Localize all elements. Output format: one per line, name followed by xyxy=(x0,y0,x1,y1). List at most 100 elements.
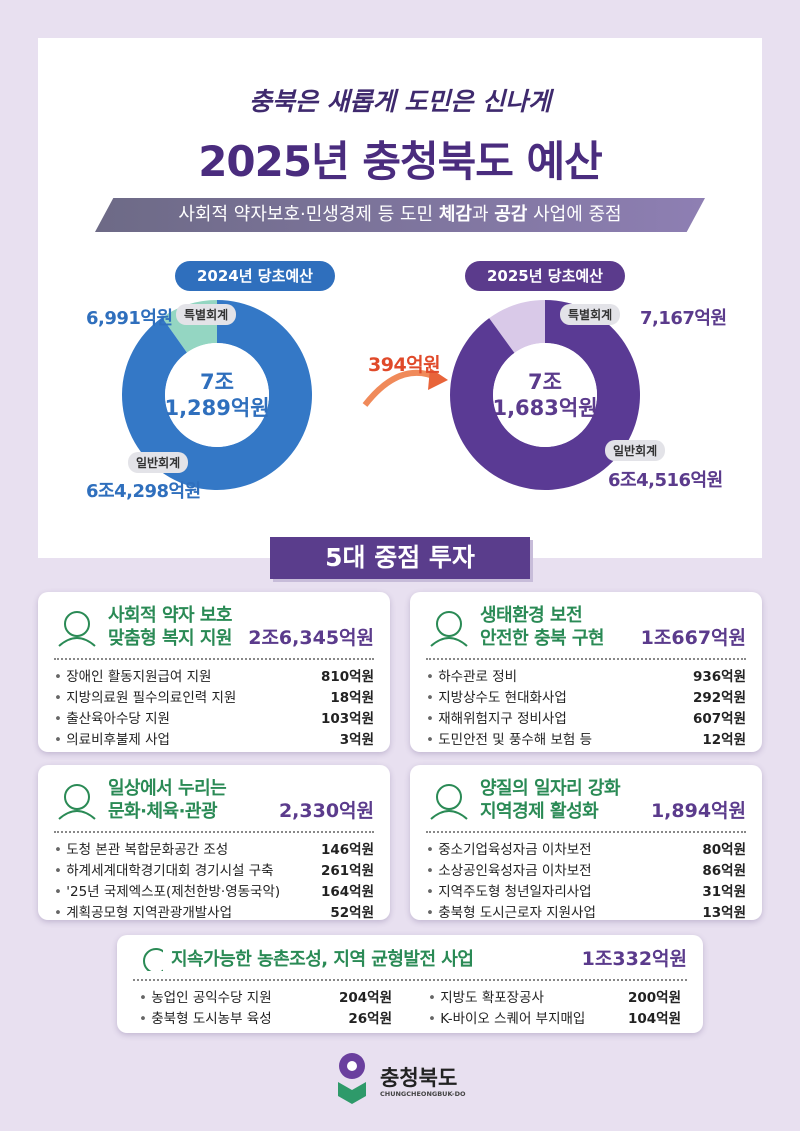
item-name: 지방도 확포장공사 xyxy=(428,989,544,1008)
item-name: 의료비후불제 사업 xyxy=(54,731,170,750)
card-item: 하수관로 정비 936억원 xyxy=(426,668,746,687)
section-title: 5대 중점 투자 xyxy=(270,537,530,579)
title: 2025년 충청북도 예산 xyxy=(198,137,603,186)
item-amount: 52억원 xyxy=(330,905,374,921)
donut-segment xyxy=(122,300,313,490)
card-icon xyxy=(430,784,468,820)
donut-total: 7조 xyxy=(528,370,562,394)
card-item: 농업인 공익수당 지원 204억원 xyxy=(139,989,392,1008)
item-name: 하계세계대학경기대회 경기시설 구축 xyxy=(54,862,273,881)
card-head: 생태환경 보전 안전한 충북 구현 1조667억원 xyxy=(426,604,746,660)
card-item: 충북형 도시근로자 지원사업 13억원 xyxy=(426,904,746,923)
item-name: 계획공모형 지역관광개발사업 xyxy=(54,904,232,923)
item-amount: 31억원 xyxy=(702,884,746,900)
item-amount: 810억원 xyxy=(320,669,374,685)
item-name: 지방상수도 현대화사업 xyxy=(426,689,567,708)
card-item: 지방상수도 현대화사업 292억원 xyxy=(426,689,746,708)
arrow-head xyxy=(428,368,448,390)
subtitle-part: 체감 xyxy=(438,204,472,225)
investment-card: 지속가능한 농촌조성, 지역 균형발전 사업 1조332억원농업인 공익수당 지원… xyxy=(117,935,703,1033)
arrow xyxy=(362,369,440,407)
card-item: 지역주도형 청년일자리사업 31억원 xyxy=(426,883,746,902)
card-item: 재해위험지구 정비사업 607억원 xyxy=(426,710,746,729)
card-head: 사회적 약자 보호 맞춤형 복지 지원 2조6,345억원 xyxy=(54,604,374,660)
item-amount: 164억원 xyxy=(320,884,374,900)
segment-value: 6조4,298억원 xyxy=(86,481,201,502)
item-amount: 103억원 xyxy=(320,711,374,727)
logo-text: 충청북도 xyxy=(380,1066,458,1090)
card-item: 의료비후불제 사업 3억원 xyxy=(54,731,374,750)
segment-name: 일반회계 xyxy=(605,440,666,461)
item-name: '25년 국제엑스포(제천한방·영동국악) xyxy=(54,883,280,902)
card-head: 양질의 일자리 강화 지역경제 활성화 1,894억원 xyxy=(426,777,746,833)
segment-value: 7,167억원 xyxy=(640,308,727,329)
item-amount: 80억원 xyxy=(702,842,746,858)
card-item: 소상공인육성자금 이차보전 86억원 xyxy=(426,862,746,881)
card-item: 출산육아수당 지원 103억원 xyxy=(54,710,374,729)
subtitle: 사회적 약자보호·민생경제 등 도민 체감과 공감 사업에 중점 xyxy=(95,198,705,232)
item-amount: 146억원 xyxy=(320,842,374,858)
card-title-line: 문화·체육·관광 xyxy=(108,801,218,822)
card-item: 하계세계대학경기대회 경기시설 구축 261억원 xyxy=(54,862,374,881)
item-name: 도민안전 및 풍수해 보험 등 xyxy=(426,731,592,750)
card-items: 중소기업육성자금 이차보전 80억원소상공인육성자금 이차보전 86억원지역주도형 … xyxy=(426,841,746,923)
card-title-line: 일상에서 누리는 xyxy=(108,778,227,799)
item-amount: 12억원 xyxy=(702,732,746,748)
item-amount: 18억원 xyxy=(330,690,374,706)
increase-label: 394억원 xyxy=(368,354,441,376)
card-item: 도민안전 및 풍수해 보험 등 12억원 xyxy=(426,731,746,750)
card-title-line: 생태환경 보전 xyxy=(480,605,583,626)
card-item: 중소기업육성자금 이차보전 80억원 xyxy=(426,841,746,860)
card-item: 지방의료원 필수의료인력 지원 18억원 xyxy=(54,689,374,708)
card-amount: 1조332억원 xyxy=(581,948,687,970)
item-name: K-바이오 스퀘어 부지매입 xyxy=(428,1010,585,1029)
card-items: 장애인 활동지원급여 지원 810억원지방의료원 필수의료인력 지원 18억원출산육… xyxy=(54,668,374,750)
card-title: 양질의 일자리 강화 지역경제 활성화 xyxy=(480,777,621,823)
item-amount: 936억원 xyxy=(692,669,746,685)
period-label: 2025년 당초예산 xyxy=(465,261,625,291)
subtitle-part: 과 xyxy=(471,204,495,225)
item-amount: 204억원 xyxy=(338,990,392,1006)
segment-value: 6조4,516억원 xyxy=(608,470,723,491)
item-name: 하수관로 정비 xyxy=(426,668,517,687)
item-amount: 200억원 xyxy=(627,990,681,1006)
card-title-line: 맞춤형 복지 지원 xyxy=(108,628,232,649)
card-title: 사회적 약자 보호 맞춤형 복지 지원 xyxy=(108,604,232,650)
subtitle-part: 사회적 약자보호·민생경제 등 도민 xyxy=(178,204,439,225)
item-name: 충북형 도시농부 육성 xyxy=(139,1010,271,1029)
card-icon xyxy=(430,611,468,647)
card-title: 지속가능한 농촌조성, 지역 균형발전 사업 xyxy=(171,948,474,971)
card-title-line: 지속가능한 농촌조성, 지역 균형발전 사업 xyxy=(171,949,474,970)
card-icon xyxy=(143,948,163,971)
item-name: 지역주도형 청년일자리사업 xyxy=(426,883,591,902)
period-label: 2024년 당초예산 xyxy=(175,261,335,291)
item-name: 도청 본관 복합문화공간 조성 xyxy=(54,841,228,860)
subtitle-part: 공감 xyxy=(494,204,528,225)
card-head: 일상에서 누리는 문화·체육·관광 2,330억원 xyxy=(54,777,374,833)
card-item: 계획공모형 지역관광개발사업 52억원 xyxy=(54,904,374,923)
card-icon xyxy=(58,611,96,647)
card-title-line: 지역경제 활성화 xyxy=(480,801,599,822)
item-name: 농업인 공익수당 지원 xyxy=(139,989,271,1008)
donut-hole xyxy=(165,343,269,447)
item-amount: 13억원 xyxy=(702,905,746,921)
card-item: K-바이오 스퀘어 부지매입 104억원 xyxy=(428,1010,681,1029)
card-item: '25년 국제엑스포(제천한방·영동국악) 164억원 xyxy=(54,883,374,902)
segment-name: 특별회계 xyxy=(560,304,621,325)
slogan: 충북은 새롭게 도민은 신나게 xyxy=(248,87,552,116)
item-name: 재해위험지구 정비사업 xyxy=(426,710,567,729)
donut-segment xyxy=(489,300,545,353)
card-items: 하수관로 정비 936억원지방상수도 현대화사업 292억원재해위험지구 정비사업 6… xyxy=(426,668,746,750)
donut-total: 1,683억원 xyxy=(492,396,597,420)
card-item: 충북형 도시농부 육성 26억원 xyxy=(139,1010,392,1029)
card-title-line: 사회적 약자 보호 xyxy=(108,605,232,626)
item-name: 중소기업육성자금 이차보전 xyxy=(426,841,591,860)
donut-hole xyxy=(493,343,597,447)
card-item: 장애인 활동지원급여 지원 810억원 xyxy=(54,668,374,687)
card-title: 일상에서 누리는 문화·체육·관광 xyxy=(108,777,227,823)
